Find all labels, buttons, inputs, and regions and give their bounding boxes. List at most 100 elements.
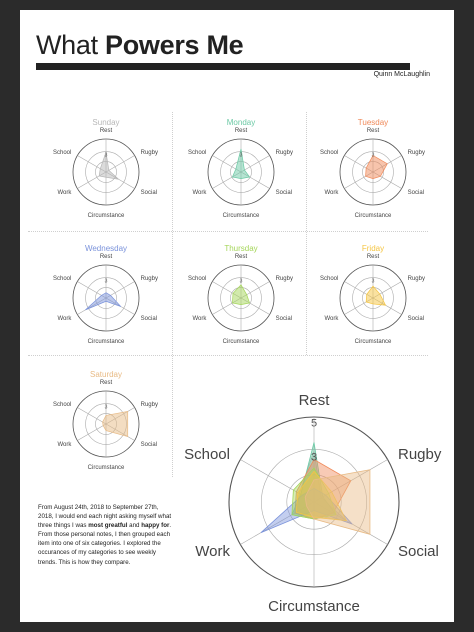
category-label-school: School — [53, 402, 71, 408]
radar-svg: Tuesday 3 Rest Rugby Social Circumstance Work S… — [320, 118, 425, 219]
category-label-work: Work — [57, 442, 72, 448]
radar-chart-tuesday: Tuesday 3 Rest Rugby Social Circumstance Work S… — [314, 115, 432, 235]
chart-title-sunday: Sunday — [92, 118, 119, 127]
title-bold: Powers Me — [105, 30, 244, 60]
radar-svg: Saturday 3 Rest Rugby Social Circumstance Work… — [53, 370, 158, 471]
grid-divider — [172, 112, 173, 477]
tick-label: 3 — [105, 404, 108, 410]
tick-label: 3 — [311, 451, 317, 463]
category-label-rugby: Rugby — [408, 276, 425, 282]
category-label-rugby: Rugby — [141, 276, 158, 282]
radar-svg: Monday 3 Rest Rugby Social Circumstance Work Sc… — [188, 118, 293, 219]
category-label-rugby: Rugby — [276, 150, 293, 156]
tick-label: 3 — [240, 278, 243, 284]
category-label-circumstance: Circumstance — [88, 339, 125, 345]
spoke-line — [240, 501, 315, 545]
category-label-work: Work — [57, 316, 72, 322]
description-emphasis: most greatful — [88, 522, 128, 530]
radar-chart-friday: Friday 3 Rest Rugby Social Circumstance Work Sc… — [314, 241, 432, 361]
grid-divider — [28, 231, 428, 232]
tick-label: 3 — [105, 278, 108, 284]
category-label-social: Social — [408, 190, 424, 196]
radar-chart-wednesday: Wednesday 3 Rest Rugby Social Circumstance Wor… — [47, 241, 165, 361]
grid-divider — [306, 112, 307, 355]
chart-title-friday: Friday — [362, 244, 384, 253]
spoke-line — [77, 423, 107, 441]
description-text-part: and — [127, 522, 142, 530]
tick-label: 3 — [240, 152, 243, 158]
category-label-circumstance: Circumstance — [268, 598, 360, 615]
radar-svg: 3 5 Rest Rugby Social Circumstance Work School — [184, 392, 442, 615]
author-name: Quinn McLaughlin — [373, 71, 430, 78]
category-label-rugby: Rugby — [276, 276, 293, 282]
title-light: What — [36, 30, 98, 60]
series-area-thursday — [232, 284, 251, 305]
series-area-monday — [231, 148, 251, 179]
category-label-work: Work — [324, 316, 339, 322]
category-label-circumstance: Circumstance — [88, 213, 125, 219]
category-label-rest: Rest — [235, 128, 248, 134]
series-area-friday — [295, 470, 348, 522]
description-paragraph-2: From those personal notes, I then groupe… — [38, 531, 171, 566]
tick-label: 3 — [372, 152, 375, 158]
chart-title-wednesday: Wednesday — [85, 244, 127, 253]
radar-svg: Wednesday 3 Rest Rugby Social Circumstance Wor… — [53, 244, 158, 345]
description-text-part: From August 24th, 2018 to September 27th… — [38, 504, 172, 530]
category-label-school: School — [320, 276, 338, 282]
category-label-work: Work — [324, 190, 339, 196]
category-label-school: School — [184, 446, 230, 463]
category-label-school: School — [320, 150, 338, 156]
category-label-rest: Rest — [299, 392, 331, 409]
spoke-line — [77, 407, 107, 425]
chart-title-monday: Monday — [227, 118, 255, 127]
description-paragraph-1: From August 24th, 2018 to September 27th… — [38, 503, 173, 530]
radar-svg: Friday 3 Rest Rugby Social Circumstance Work Sc… — [320, 244, 425, 345]
series-area-tuesday — [365, 155, 388, 179]
category-label-social: Social — [141, 442, 157, 448]
category-label-rugby: Rugby — [141, 150, 158, 156]
series-area-sunday — [98, 152, 120, 180]
category-label-school: School — [188, 150, 206, 156]
category-label-work: Work — [195, 543, 230, 560]
title-bar — [36, 63, 410, 70]
category-label-school: School — [188, 276, 206, 282]
radar-chart-saturday: Saturday 3 Rest Rugby Social Circumstance Work… — [47, 367, 165, 487]
category-label-social: Social — [141, 316, 157, 322]
category-label-rest: Rest — [367, 128, 380, 134]
category-label-rest: Rest — [100, 128, 113, 134]
chart-title-saturday: Saturday — [90, 370, 122, 379]
category-label-circumstance: Circumstance — [355, 213, 392, 219]
poster — [20, 10, 454, 622]
grid-divider — [28, 355, 428, 356]
category-label-rugby: Rugby — [408, 150, 425, 156]
category-label-circumstance: Circumstance — [223, 339, 260, 345]
spoke-line — [240, 155, 270, 173]
series-area-saturday — [304, 469, 371, 535]
category-label-circumstance: Circumstance — [223, 213, 260, 219]
radar-chart-combined: 3 5 Rest Rugby Social Circumstance Work School — [175, 380, 454, 615]
tick-label: 5 — [311, 417, 317, 429]
series-area-wednesday — [260, 487, 353, 533]
radar-chart-thursday: Thursday 3 Rest Rugby Social Circumstance Work… — [182, 241, 300, 361]
category-label-work: Work — [57, 190, 72, 196]
category-label-circumstance: Circumstance — [355, 339, 392, 345]
category-label-school: School — [53, 150, 71, 156]
radar-svg: Sunday 3 Rest Rugby Social Circumstance Work Sc… — [53, 118, 158, 219]
radar-svg: Thursday 3 Rest Rugby Social Circumstance Work… — [188, 244, 293, 345]
description-text-part: . — [169, 522, 172, 530]
category-label-work: Work — [192, 190, 207, 196]
description-emphasis: happy for — [141, 522, 170, 530]
category-label-social: Social — [141, 190, 157, 196]
tick-label: 3 — [372, 278, 375, 284]
category-label-work: Work — [192, 316, 207, 322]
chart-title-thursday: Thursday — [224, 244, 257, 253]
category-label-rest: Rest — [235, 254, 248, 260]
category-label-rugby: Rugby — [398, 446, 442, 463]
spoke-line — [105, 155, 135, 173]
category-label-circumstance: Circumstance — [88, 465, 125, 471]
page-title: What Powers Me — [36, 30, 244, 61]
category-label-rest: Rest — [100, 254, 113, 260]
series-area-friday — [365, 285, 387, 306]
category-label-school: School — [53, 276, 71, 282]
category-label-rest: Rest — [100, 380, 113, 386]
